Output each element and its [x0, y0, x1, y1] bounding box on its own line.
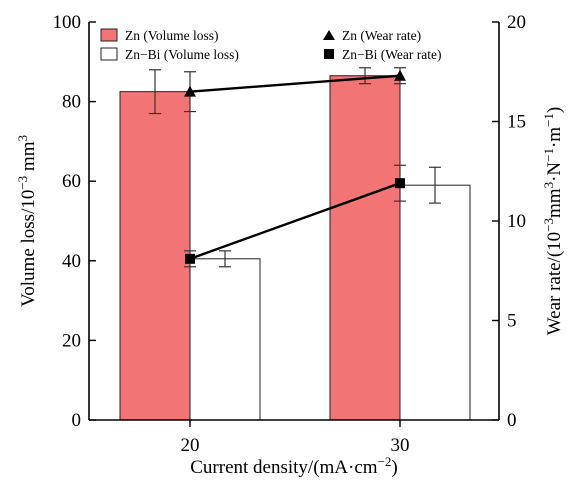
legend-triangle-marker — [323, 30, 335, 40]
right-y-tick-label: 10 — [507, 211, 526, 232]
legend-label-znbi-wear: Zn−Bi (Wear rate) — [342, 47, 441, 62]
legend-label-zn-wear: Zn (Wear rate) — [342, 28, 421, 43]
legend-label-zn-volume: Zn (Volume loss) — [125, 28, 219, 43]
wear-point-znbi-30 — [395, 178, 405, 188]
x-tick-label: 20 — [181, 435, 200, 456]
legend-square-marker — [324, 49, 334, 59]
right-y-tick-label: 5 — [507, 311, 517, 332]
right-y-tick-label: 15 — [507, 112, 526, 133]
left-y-tick-label: 60 — [62, 171, 81, 192]
legend: Zn (Volume loss) Zn−Bi (Volume loss) Zn … — [101, 28, 441, 62]
legend-swatch-zn-volume — [101, 29, 117, 41]
legend-swatch-znbi-volume — [101, 48, 117, 60]
bar-zn-20 — [120, 92, 190, 420]
left-y-tick-label: 40 — [62, 251, 81, 272]
x-axis-title: Current density/(mA·cm−2) — [190, 454, 398, 478]
right-y-tick-label: 0 — [507, 410, 517, 431]
left-y-tick-label: 100 — [53, 12, 82, 33]
x-tick-label: 30 — [391, 435, 410, 456]
bar-zn-30 — [330, 76, 400, 420]
bar-znbi-20 — [190, 259, 260, 420]
left-y-tick-label: 0 — [72, 410, 82, 431]
wear-point-znbi-20 — [185, 254, 195, 264]
right-y-axis-title: Wear rate/(10−3mm3·N−1·m−1) — [541, 107, 565, 336]
legend-label-znbi-volume: Zn−Bi (Volume loss) — [125, 47, 239, 62]
left-y-tick-label: 80 — [62, 92, 81, 113]
left-y-tick-label: 20 — [62, 330, 81, 351]
bar-znbi-30 — [400, 185, 470, 420]
left-y-axis-title: Volume loss/10−3 mm3 — [15, 135, 39, 307]
right-y-tick-label: 20 — [507, 12, 526, 33]
bars-layer — [120, 76, 470, 420]
